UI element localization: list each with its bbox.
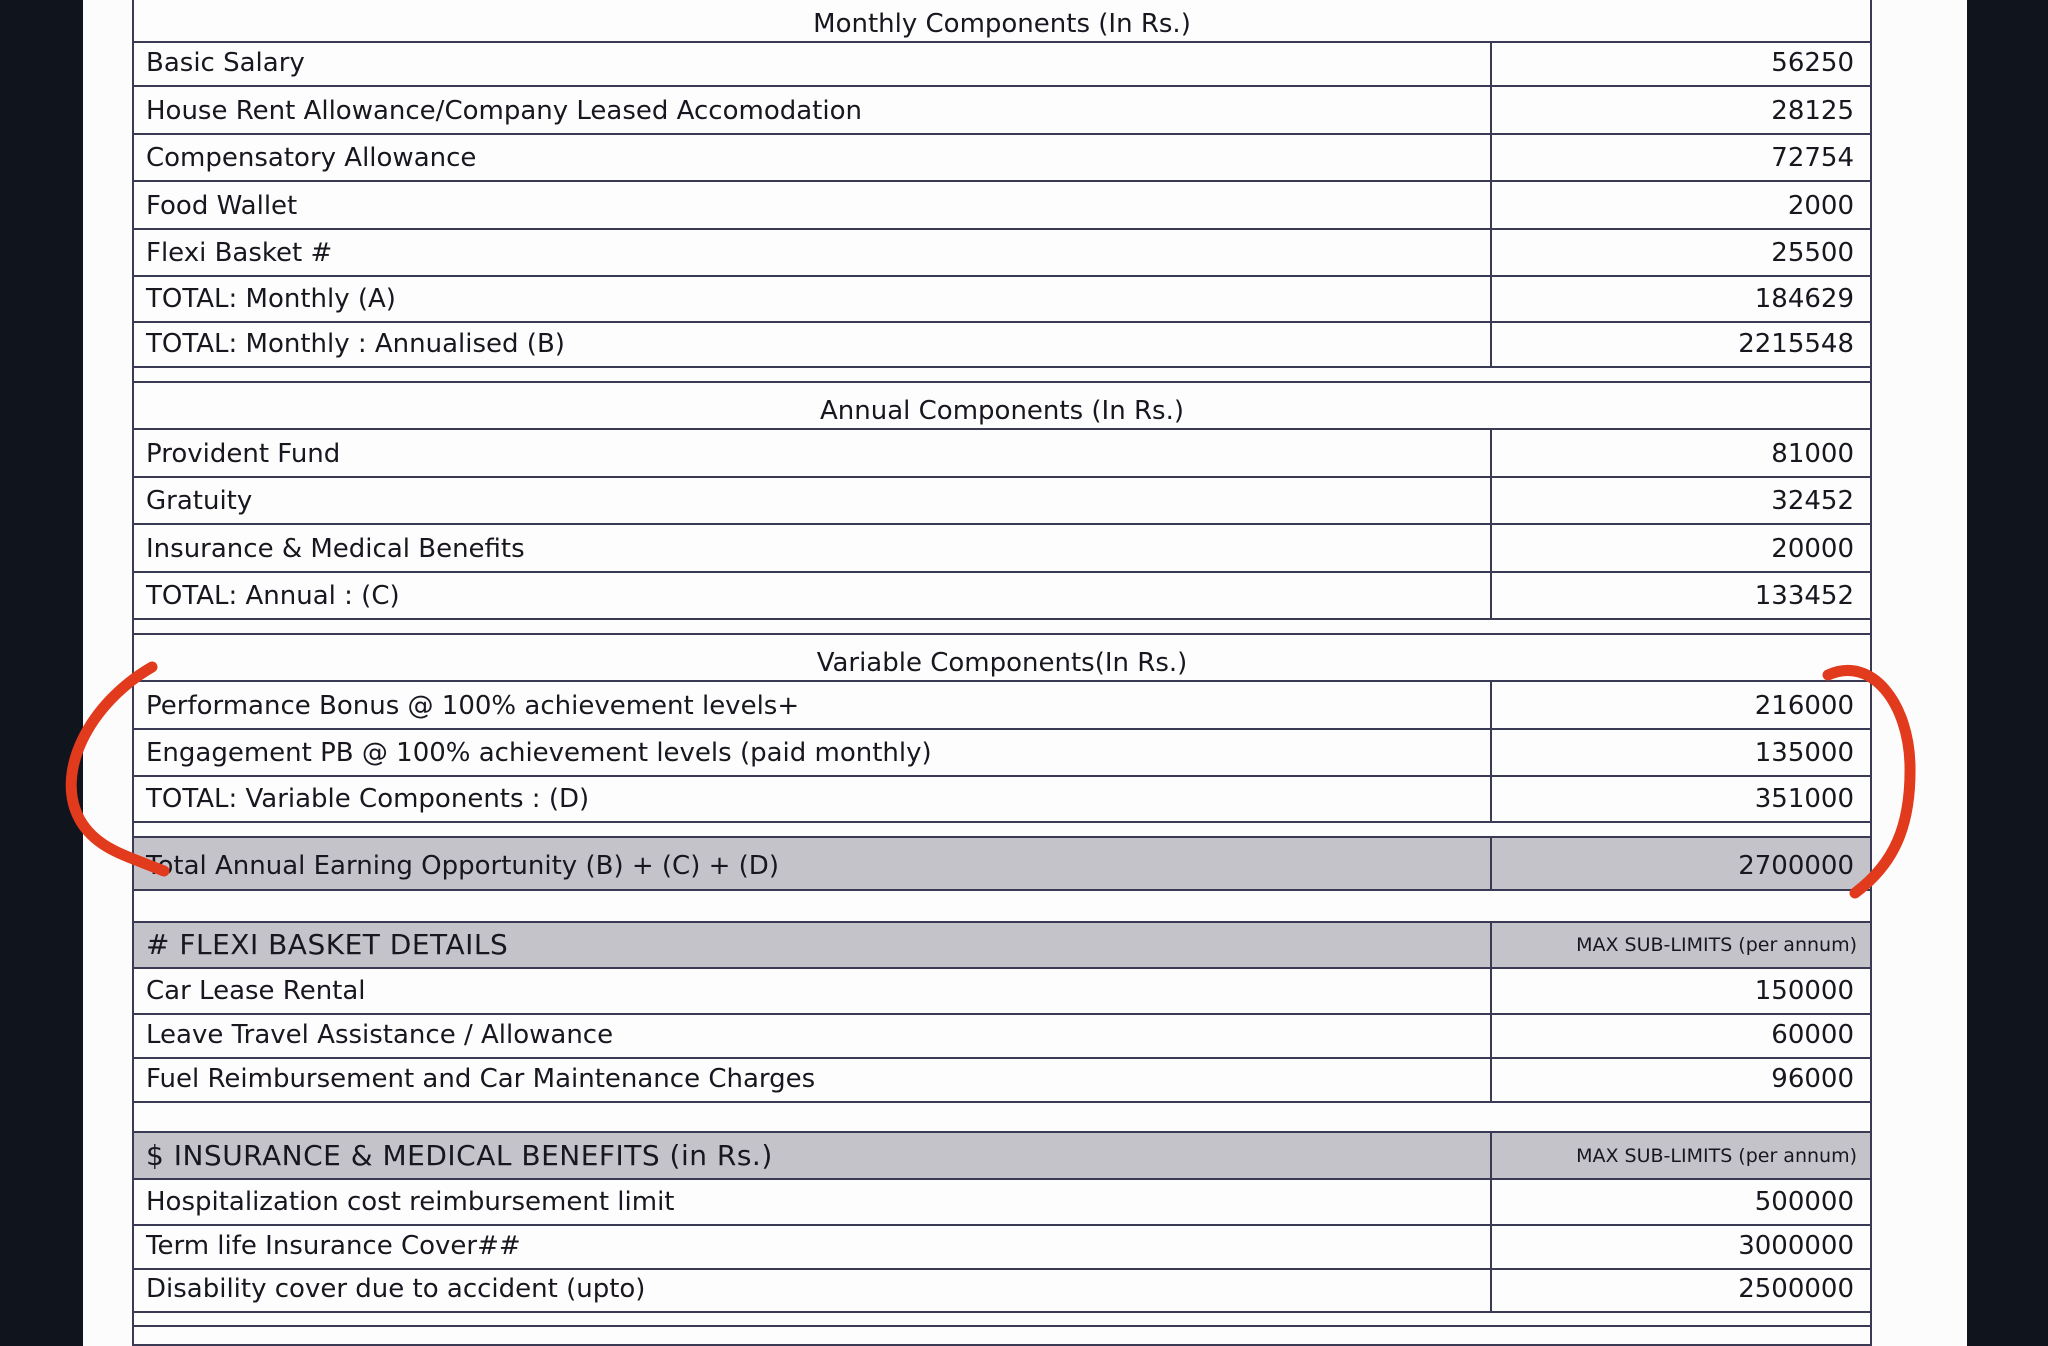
table-row: House Rent Allowance/Company Leased Acco… [134,87,1870,135]
spacer-row [134,1103,1870,1133]
row-label: Compensatory Allowance [146,143,477,173]
table-row: Insurance & Medical Benefits 20000 [134,525,1870,573]
row-value: 25500 [1490,230,1870,275]
row-value: 20000 [1490,525,1870,571]
document-page: Monthly Components (In Rs.) Basic Salary 5… [83,0,1967,1346]
section-header-row: Annual Components (In Rs.) [134,383,1870,430]
table-row: Basic Salary 56250 [134,43,1870,87]
subheader-row: # FLEXI BASKET DETAILS MAX SUB-LIMITS (pe… [134,923,1870,969]
table-row: TOTAL: Variable Components : (D) 351000 [134,777,1870,823]
spacer-row [134,620,1870,635]
row-label: House Rent Allowance/Company Leased Acco… [146,96,862,126]
row-value: 2700000 [1490,838,1870,889]
row-label: TOTAL: Monthly : Annualised (B) [146,329,565,359]
table-row: Fuel Reimbursement and Car Maintenance C… [134,1059,1870,1103]
row-value: 216000 [1490,682,1870,728]
table-row: Food Wallet 2000 [134,182,1870,230]
row-label: # FLEXI BASKET DETAILS [146,928,509,961]
row-value: 2500000 [1490,1270,1870,1311]
row-label: Fuel Reimbursement and Car Maintenance C… [146,1064,816,1094]
row-label: Performance Bonus @ 100% achievement lev… [146,691,800,721]
row-label: Term life Insurance Cover## [146,1231,521,1261]
row-value: 72754 [1490,135,1870,180]
row-value: 133452 [1490,573,1870,618]
row-label: Basic Salary [146,48,305,78]
table-row: Flexi Basket # 25500 [134,230,1870,277]
row-value: 60000 [1490,1015,1870,1057]
row-value: 28125 [1490,87,1870,133]
row-value: 500000 [1490,1180,1870,1224]
table-row: TOTAL: Monthly (A) 184629 [134,277,1870,323]
row-label: Hospitalization cost reimbursement limit [146,1187,675,1217]
table-row: TOTAL: Monthly : Annualised (B) 2215548 [134,323,1870,368]
spacer-row [134,1327,1870,1346]
row-label: $ INSURANCE & MEDICAL BENEFITS (in Rs.) [146,1139,773,1172]
section-header-row: Monthly Components (In Rs.) [134,0,1870,43]
row-label: TOTAL: Annual : (C) [146,581,400,611]
table-row: Hospitalization cost reimbursement limit… [134,1180,1870,1226]
grand-total-row: Total Annual Earning Opportunity (B) + (… [134,838,1870,891]
spacer-row [134,1313,1870,1327]
row-label: Car Lease Rental [146,976,366,1006]
row-label: Flexi Basket # [146,238,333,268]
row-label: Leave Travel Assistance / Allowance [146,1020,614,1050]
row-label: Insurance & Medical Benefits [146,534,525,564]
row-value: 184629 [1490,277,1870,321]
table-row: Provident Fund 81000 [134,430,1870,478]
row-value: 2000 [1490,182,1870,228]
row-label: TOTAL: Variable Components : (D) [146,784,590,814]
spacer-row [134,368,1870,383]
row-label: Provident Fund [146,439,341,469]
row-value: MAX SUB-LIMITS (per annum) [1490,1133,1870,1178]
row-value: 135000 [1490,730,1870,775]
table-row: Car Lease Rental 150000 [134,969,1870,1015]
table-row: Engagement PB @ 100% achievement levels … [134,730,1870,777]
row-value: 32452 [1490,478,1870,523]
row-value: 2215548 [1490,323,1870,366]
row-value: 3000000 [1490,1226,1870,1268]
table-row: Disability cover due to accident (upto) 2… [134,1270,1870,1313]
subheader-row: $ INSURANCE & MEDICAL BENEFITS (in Rs.) M… [134,1133,1870,1180]
salary-table: Monthly Components (In Rs.) Basic Salary 5… [132,0,1872,1346]
row-label: Total Annual Earning Opportunity (B) + (… [146,851,779,881]
row-value: MAX SUB-LIMITS (per annum) [1490,923,1870,967]
row-value: 96000 [1490,1059,1870,1101]
row-label: Disability cover due to accident (upto) [146,1274,646,1304]
row-value: 351000 [1490,777,1870,821]
table-row: Performance Bonus @ 100% achievement lev… [134,682,1870,730]
row-label: Food Wallet [146,191,298,221]
row-value: 150000 [1490,969,1870,1013]
row-value: 56250 [1490,43,1870,85]
table-row: Leave Travel Assistance / Allowance 60000 [134,1015,1870,1059]
section-header-row: Variable Components(In Rs.) [134,635,1870,682]
row-label: Gratuity [146,486,253,516]
spacer-row [134,823,1870,838]
row-label: TOTAL: Monthly (A) [146,284,396,314]
row-label: Engagement PB @ 100% achievement levels … [146,738,932,768]
row-value: 81000 [1490,430,1870,476]
table-row: Compensatory Allowance 72754 [134,135,1870,182]
table-row: Term life Insurance Cover## 3000000 [134,1226,1870,1270]
spacer-row [134,891,1870,923]
table-row: TOTAL: Annual : (C) 133452 [134,573,1870,620]
table-row: Gratuity 32452 [134,478,1870,525]
